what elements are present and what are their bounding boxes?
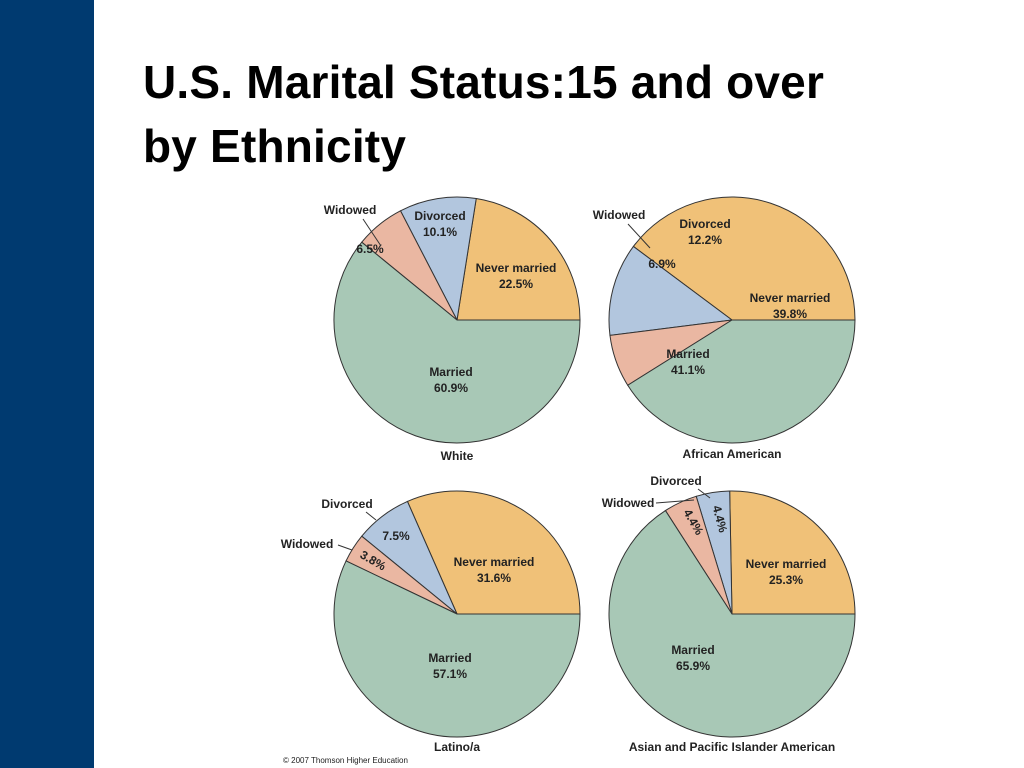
- slice-value-white-widowed: 6.5%: [356, 242, 384, 256]
- slide-title-line-1: U.S. Marital Status:15 and over: [143, 56, 825, 108]
- slice-label-latino-a-divorced: Divorced: [321, 497, 372, 511]
- leader-line-white-widowed: [362, 218, 382, 247]
- slice-label-white-divorced: Divorced: [414, 209, 465, 223]
- slice-label-asian-and-pacific-islander-american-divorced: Divorced: [650, 474, 701, 488]
- slice-value-african-american-married: 41.1%: [671, 363, 705, 377]
- copyright-notice: © 2007 Thomson Higher Education: [283, 756, 408, 765]
- leader-line-african-american-widowed: [627, 223, 651, 249]
- pie-title-latino-a: Latino/a: [434, 740, 480, 754]
- pie-title-african-american: African American: [683, 447, 782, 461]
- slice-label-african-american-widowed: Widowed: [593, 208, 646, 222]
- leader-line-latino-a-divorced: [365, 511, 377, 521]
- pie-slice-white-divorced: [399, 196, 477, 322]
- slice-label-latino-a-never-married: Never married: [454, 555, 535, 569]
- slice-label-asian-and-pacific-islander-american-married: Married: [671, 643, 714, 657]
- slide-title: U.S. Marital Status:15 and over by Ethni…: [143, 50, 1003, 178]
- pie-slice-african-american-married: [627, 319, 856, 444]
- slide-title-line-2: by Ethnicity: [143, 120, 407, 172]
- slice-value-white-never-married: 22.5%: [499, 277, 533, 291]
- slice-value-african-american-never-married: 39.8%: [773, 307, 807, 321]
- side-accent-bar: [0, 0, 94, 768]
- pie-slice-white-married: [333, 241, 581, 444]
- pie-slice-latino-a-married: [333, 560, 581, 738]
- slice-value-latino-a-married: 57.1%: [433, 667, 467, 681]
- pie-slice-african-american-divorced: [608, 245, 734, 336]
- pie-slice-asian-and-pacific-islander-american-never-married: [729, 490, 856, 615]
- pie-title-white: White: [441, 449, 474, 463]
- pie-slice-african-american-never-married: [632, 196, 856, 321]
- slice-value-latino-a-never-married: 31.6%: [477, 571, 511, 585]
- pie-chart-african-american: Never married 39.8% Divorced 12.2% 6.9% Widow…: [593, 196, 856, 461]
- slice-value-white-divorced: 10.1%: [423, 225, 457, 239]
- slice-value-latino-a-divorced: 7.5%: [382, 529, 410, 543]
- slice-value-asian-and-pacific-islander-american-never-married: 25.3%: [769, 573, 803, 587]
- slice-label-african-american-divorced: Divorced: [679, 217, 730, 231]
- slice-label-white-never-married: Never married: [476, 261, 557, 275]
- slice-value-white-married: 60.9%: [434, 381, 468, 395]
- slice-value-african-american-widowed: 6.9%: [648, 257, 676, 271]
- slice-value-african-american-divorced: 12.2%: [688, 233, 722, 247]
- pie-slice-latino-a-never-married: [406, 490, 581, 615]
- pie-title-asian-and-pacific-islander-american: Asian and Pacific Islander American: [629, 740, 835, 754]
- slice-label-asian-and-pacific-islander-american-never-married: Never married: [746, 557, 827, 571]
- slice-value-asian-and-pacific-islander-american-married: 65.9%: [676, 659, 710, 673]
- slice-label-white-married: Married: [429, 365, 472, 379]
- pie-chart-latino-a: Never married31.6%7.5%Divorced3.8%Widowe…: [281, 490, 581, 754]
- leader-line-asian-and-pacific-islander-american-widowed: [655, 499, 695, 504]
- slice-label-latino-a-married: Married: [428, 651, 471, 665]
- slice-label-asian-and-pacific-islander-american-widowed: Widowed: [602, 496, 655, 510]
- slice-label-african-american-never-married: Never married: [750, 291, 831, 305]
- pie-slice-white-never-married: [456, 197, 581, 321]
- slice-label-white-widowed: Widowed: [324, 203, 377, 217]
- slice-label-african-american-married: Married: [666, 347, 709, 361]
- slice-label-latino-a-widowed: Widowed: [281, 537, 334, 551]
- pie-chart-asian-and-pacific-islander-american: Never married25.3%4.4%Divorced4.4%Widowe…: [602, 474, 856, 754]
- leader-line-asian-and-pacific-islander-american-divorced: [697, 488, 711, 499]
- leader-line-latino-a-widowed: [337, 544, 353, 551]
- pie-slice-asian-and-pacific-islander-american-married: [608, 509, 856, 738]
- pie-chart-white: Never married 22.5% Divorced 10.1% 6.5% Widow…: [324, 196, 581, 463]
- slice-value-asian-and-pacific-islander-american-divorced: 4.4%: [710, 504, 731, 534]
